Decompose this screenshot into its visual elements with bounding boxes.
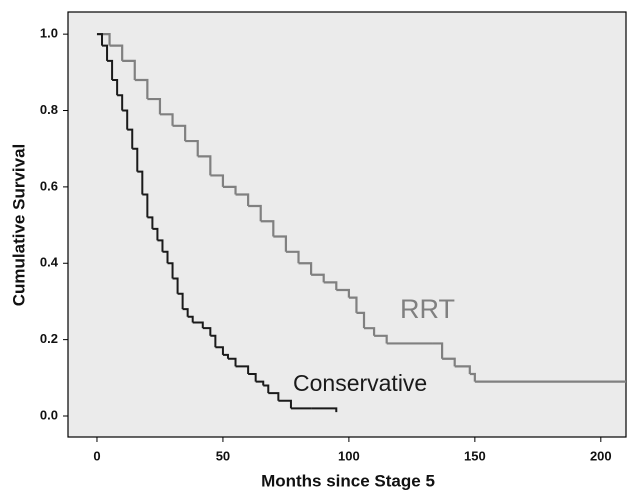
- survival-step: [107, 59, 114, 80]
- survival-step: [117, 94, 124, 111]
- survival-step: [222, 185, 237, 195]
- plot-area: [67, 11, 627, 438]
- survival-step: [197, 155, 212, 176]
- survival-step: [432, 342, 444, 359]
- survival-step: [152, 227, 159, 241]
- survival-step: [255, 380, 265, 386]
- survival-step: [278, 399, 292, 409]
- survival-step: [122, 109, 129, 130]
- survival-step: [202, 327, 212, 336]
- survival-step: [134, 78, 149, 100]
- y-tick-label: 0.0: [40, 407, 58, 422]
- survival-step: [172, 124, 187, 142]
- survival-step: [235, 193, 250, 206]
- series-label: RRT: [400, 294, 455, 324]
- survival-step: [185, 139, 199, 157]
- survival-step: [157, 239, 164, 252]
- survival-step: [122, 59, 136, 80]
- x-tick-label: 50: [216, 448, 230, 463]
- y-tick-label: 0.2: [40, 331, 58, 346]
- survival-step: [102, 44, 109, 61]
- x-tick-label: 0: [93, 448, 100, 463]
- survival-step: [442, 357, 456, 367]
- survival-step: [311, 407, 338, 413]
- survival-step: [172, 277, 179, 294]
- survival-step: [210, 334, 217, 348]
- survival-step: [348, 296, 358, 313]
- survival-step: [260, 220, 275, 237]
- survival-step: [356, 311, 366, 329]
- survival-step: [147, 97, 162, 115]
- survival-step: [147, 216, 154, 229]
- survival-step: [142, 193, 149, 218]
- survival-step: [336, 288, 350, 298]
- series-label: Conservative: [293, 370, 427, 396]
- survival-step: [248, 372, 257, 382]
- survival-step: [96, 33, 104, 46]
- survival-step: [323, 281, 338, 290]
- survival-step: [273, 235, 288, 252]
- survival-step: [187, 315, 194, 323]
- survival-step: [235, 365, 250, 374]
- survival-step: [227, 357, 237, 367]
- survival-step: [364, 327, 376, 336]
- survival-step: [112, 78, 119, 96]
- x-axis-title: Months since Stage 5: [261, 471, 435, 490]
- survival-step: [298, 262, 313, 275]
- survival-step: [159, 113, 174, 126]
- survival-step: [182, 308, 189, 317]
- x-tick-label: 150: [464, 448, 486, 463]
- survival-step: [268, 392, 280, 401]
- survival-step: [454, 365, 471, 374]
- y-axis-title: Cumulative Survival: [9, 144, 28, 307]
- y-tick-label: 0.6: [40, 178, 58, 193]
- x-tick-label: 200: [590, 448, 612, 463]
- survival-step: [210, 174, 225, 187]
- survival-step: [162, 250, 169, 264]
- survival-step: [285, 250, 300, 264]
- survival-step: [263, 384, 270, 394]
- survival-step: [311, 273, 325, 283]
- y-tick-label: 1.0: [40, 26, 58, 41]
- survival-step: [132, 147, 139, 172]
- survival-step: [177, 292, 184, 310]
- survival-step: [192, 321, 204, 329]
- survival-step: [167, 262, 174, 279]
- survival-step: [374, 334, 388, 344]
- survival-step: [248, 204, 262, 222]
- survival-step: [137, 170, 144, 195]
- survival-step: [109, 44, 124, 61]
- survival-step: [222, 353, 229, 359]
- x-tick-label: 100: [338, 448, 360, 463]
- survival-step: [469, 372, 476, 382]
- survival-step: [215, 346, 224, 355]
- y-tick-label: 0.8: [40, 102, 58, 117]
- survival-step: [127, 128, 134, 149]
- y-tick-label: 0.4: [40, 255, 59, 270]
